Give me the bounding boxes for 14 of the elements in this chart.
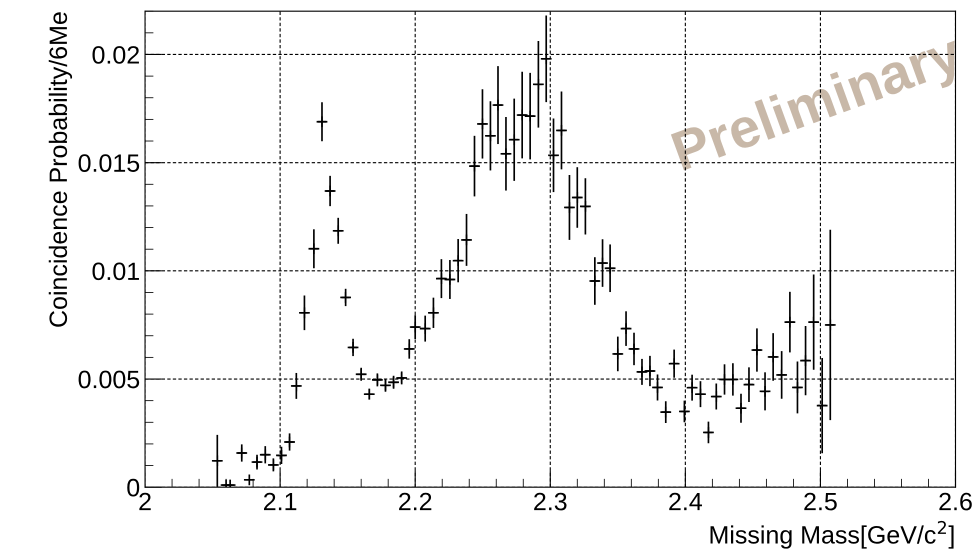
x-tick-label: 2.3 bbox=[534, 492, 567, 510]
x-axis-title: Missing Mass[GeV/c$^{2}$] bbox=[710, 520, 954, 549]
x-tick-label: 2.5 bbox=[804, 492, 837, 510]
y-axis-title: Coincidence Probability/6Me bbox=[48, 12, 72, 327]
y-tick-label: 0.005 bbox=[78, 370, 140, 388]
x-tick-label: 2.6 bbox=[939, 492, 972, 510]
y-tick-label: 0.02 bbox=[92, 46, 139, 64]
x-tick-label: 2.2 bbox=[399, 492, 432, 510]
y-tick-label: 0.01 bbox=[92, 262, 139, 280]
x-tick-label: 2.1 bbox=[264, 492, 296, 510]
x-tick-label: 2 bbox=[139, 492, 151, 510]
x-tick-label: 2.4 bbox=[669, 492, 702, 510]
y-tick-label: 0 bbox=[127, 478, 140, 497]
y-tick-label: 0.015 bbox=[78, 154, 140, 172]
